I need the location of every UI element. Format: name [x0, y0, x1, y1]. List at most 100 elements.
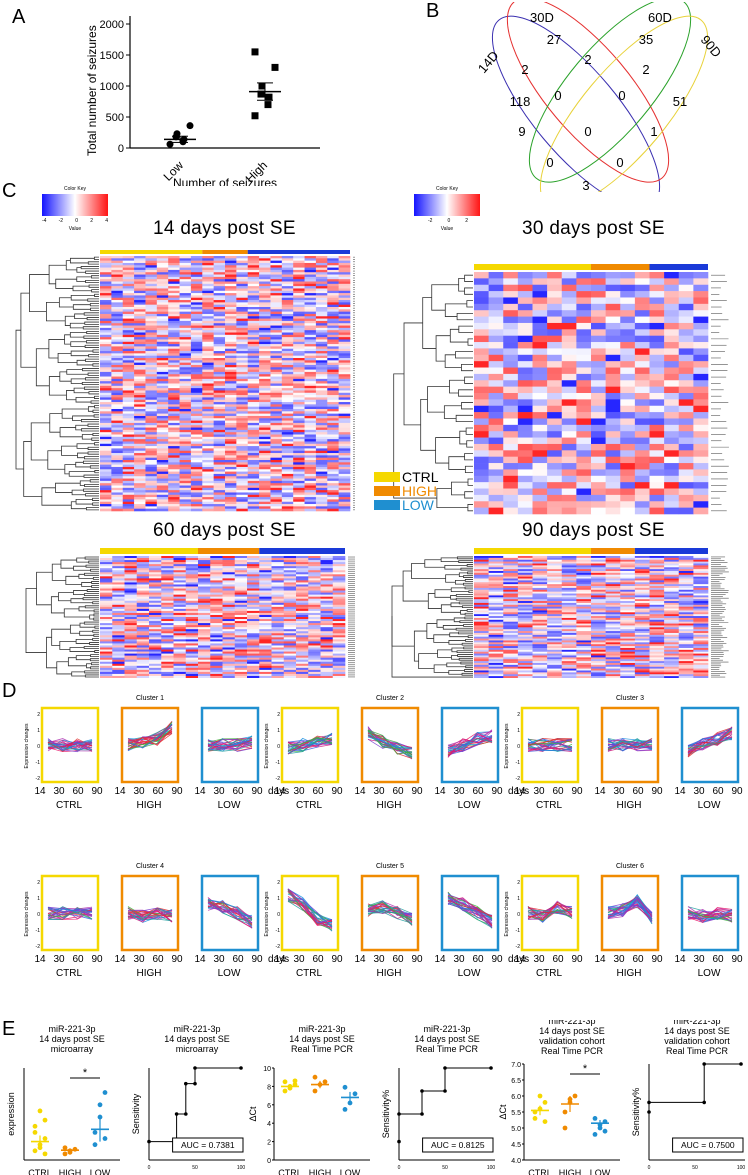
- heatmap-cell: [179, 485, 192, 489]
- heatmap-cell: [270, 383, 283, 387]
- heatmap-cell: [222, 647, 236, 650]
- heatmap-cell: [283, 635, 297, 638]
- heatmap-cell: [664, 437, 680, 445]
- heatmap-cell: [649, 569, 665, 572]
- heatmap-cell: [236, 300, 249, 303]
- dendrogram-link: [464, 491, 473, 499]
- color-key-1: Color Key -4 -2 0 2 4 Value: [40, 186, 110, 256]
- heatmap-cell: [168, 339, 180, 343]
- heatmap-cell: [247, 293, 260, 296]
- heatmap-cell: [156, 415, 169, 419]
- heatmap-cell: [134, 390, 146, 394]
- heatmap-cell: [100, 608, 113, 612]
- heatmap-cell: [327, 448, 339, 452]
- heatmap-cell: [259, 260, 271, 264]
- heatmap-cell: [198, 633, 211, 636]
- heatmap-cell: [100, 369, 112, 373]
- heatmap-cell: [225, 316, 237, 319]
- heatmap-cell: [271, 657, 285, 660]
- heatmap-cell: [198, 586, 211, 589]
- heatmap-cell: [156, 450, 169, 454]
- heatmap-cell: [488, 507, 504, 515]
- panel-a-y-label: Total number of seizures: [85, 25, 99, 156]
- heatmap-cell: [327, 439, 339, 442]
- heatmap-cell: [122, 497, 135, 500]
- heatmap-cell: [190, 348, 203, 352]
- heatmap-cell: [225, 506, 237, 509]
- heatmap-cell: [100, 604, 113, 608]
- heatmap-cell: [161, 572, 174, 575]
- heatmap-cell: [488, 380, 504, 387]
- heatmap-cell: [693, 559, 709, 562]
- heatmap-cell: [100, 633, 113, 636]
- heatmap-cell: [259, 415, 271, 419]
- heatmap-cell: [247, 420, 260, 424]
- heatmap-cell: [202, 413, 214, 417]
- heatmap-cell: [225, 409, 237, 412]
- heatmap-cell: [173, 596, 187, 599]
- heatmap-cell: [100, 288, 112, 292]
- heatmap-cell: [304, 279, 317, 282]
- heatmap-cell: [332, 667, 346, 671]
- heatmap-cell: [327, 494, 339, 498]
- heatmap-cell: [620, 450, 636, 457]
- heatmap-cell: [283, 617, 297, 620]
- heatmap-cell: [271, 673, 285, 677]
- heatmap-cell: [210, 598, 223, 602]
- heatmap-cell: [225, 466, 237, 470]
- heatmap-cell: [100, 309, 112, 312]
- dendrogram-link: [90, 400, 99, 404]
- heatmap-cell: [124, 671, 138, 675]
- heatmap-cell: [315, 348, 328, 352]
- heatmap-cell: [293, 309, 305, 312]
- heatmap-cell: [122, 297, 135, 301]
- heatmap-cell: [270, 313, 283, 317]
- heatmap-cell: [281, 378, 294, 382]
- heatmap-cell: [168, 337, 180, 340]
- heatmap-cell: [247, 653, 260, 656]
- venn-region: 1: [650, 124, 657, 139]
- heatmap-cell: [281, 279, 294, 282]
- heatmap-cell: [320, 675, 334, 678]
- heatmap-cell: [488, 561, 504, 564]
- heatmap-cell: [112, 625, 125, 628]
- heatmap-cell: [247, 355, 260, 359]
- heatmap-cell: [320, 673, 334, 677]
- heatmap-cell: [111, 293, 124, 296]
- heatmap-cell: [149, 629, 162, 632]
- heatmap-cell: [678, 393, 694, 400]
- heatmap-cell: [100, 413, 112, 417]
- heatmap-cell: [332, 588, 346, 591]
- venn-set-90d: [539, 15, 709, 192]
- heatmap-cell: [634, 576, 650, 579]
- heatmap-cell: [156, 413, 169, 417]
- heatmap-cell: [134, 302, 146, 305]
- heatmap-cell: [259, 665, 272, 669]
- heatmap-cell: [112, 574, 125, 577]
- heatmap-cell: [664, 373, 680, 381]
- heatmap-cell: [247, 612, 260, 616]
- heatmap-cell: [591, 284, 606, 292]
- heatmap-cell: [173, 659, 187, 663]
- heatmap-cell: [332, 576, 346, 579]
- heatmap-cell: [517, 565, 533, 568]
- heatmap-cell: [532, 582, 548, 585]
- heatmap-cell: [213, 466, 226, 470]
- heatmap-cell: [293, 281, 305, 285]
- heatmap-cell: [332, 610, 346, 614]
- heatmap-cell: [338, 358, 351, 361]
- heatmap-cell: [576, 488, 592, 496]
- dendrogram-link: [48, 376, 67, 396]
- heatmap-cell: [308, 655, 321, 658]
- heatmap-cell: [236, 276, 249, 280]
- heatmap-cell: [179, 390, 192, 394]
- heatmap-cell: [259, 617, 272, 620]
- heatmap-cell: [247, 411, 260, 414]
- heatmap-cell: [111, 395, 124, 398]
- heatmap-cell: [136, 653, 150, 656]
- heatmap-cell: [156, 406, 169, 410]
- heatmap-cell: [634, 431, 650, 438]
- heatmap-cell: [112, 657, 125, 660]
- heatmap-cell: [576, 456, 592, 464]
- heatmap-cell: [259, 592, 272, 595]
